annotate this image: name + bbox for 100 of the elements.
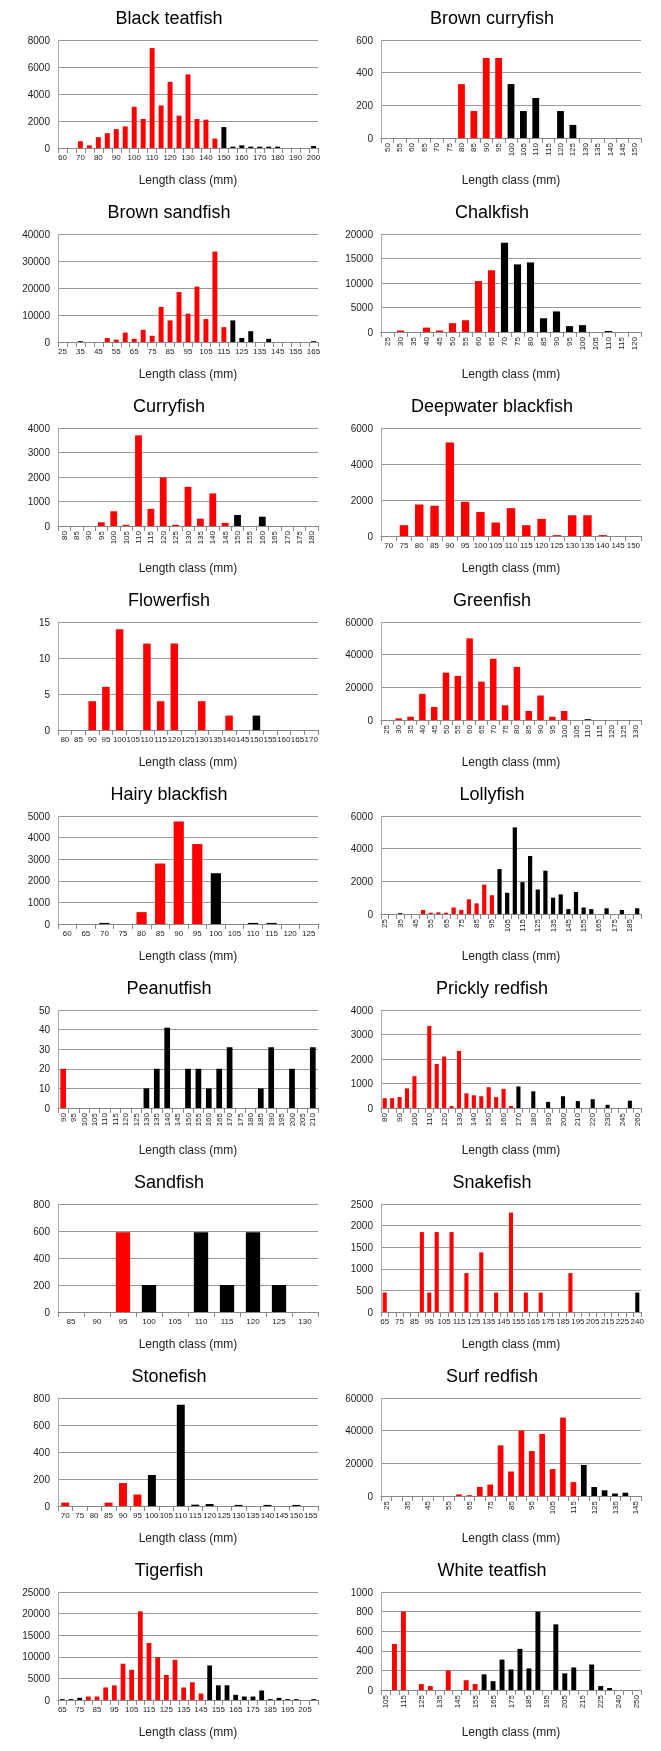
bar (508, 1471, 514, 1496)
bar (505, 892, 510, 914)
x-tick-label: 105 (124, 1704, 139, 1714)
bar (203, 319, 209, 342)
x-tick-label: 85 (409, 1316, 420, 1326)
bar (88, 701, 96, 730)
x-tick-label: 75 (147, 346, 158, 356)
y-tick-label: 1000 (350, 1078, 374, 1089)
bar (212, 138, 218, 148)
x-tick-label: 80 (526, 336, 535, 346)
x-tick-label: 80 (456, 142, 466, 152)
y-tick-label: 20000 (22, 282, 51, 294)
y-tick-label: 2000 (350, 875, 374, 887)
x-tick-label: 225 (615, 1316, 630, 1326)
y-tick-label: 5000 (350, 302, 374, 313)
x-tick-label: 125 (568, 142, 578, 157)
bar (528, 1451, 535, 1496)
y-tick-label: 400 (33, 1446, 51, 1458)
chart-title: Hairy blackfish (110, 784, 228, 804)
x-tick-label: 105 (89, 1112, 99, 1127)
bar (205, 1503, 214, 1506)
x-tick-label: 115 (568, 1500, 578, 1514)
x-axis-title: Length class (mm) (461, 367, 561, 381)
x-tick-label: 150 (630, 142, 640, 157)
x-tick-label: 95 (183, 346, 193, 356)
y-tick-label: 400 (356, 67, 374, 79)
x-tick-label: 65 (441, 918, 451, 928)
x-tick-label: 70 (99, 928, 110, 938)
bar (519, 111, 527, 138)
x-tick-label: 170 (253, 152, 267, 162)
bar (571, 1667, 577, 1690)
bar (476, 1487, 483, 1496)
x-tick-label: 65 (419, 142, 429, 152)
y-tick-label: 25000 (22, 1586, 51, 1598)
bar (241, 1696, 247, 1700)
bar (176, 1404, 185, 1506)
x-axis-title: Length class (mm) (461, 1337, 561, 1351)
x-tick-label: 145 (452, 1694, 462, 1709)
bar (601, 1490, 608, 1496)
x-tick-label: 190 (288, 152, 303, 162)
y-tick-label: 10000 (22, 309, 51, 321)
x-tick-label: 150 (626, 540, 641, 550)
x-tick-label: 175 (246, 1704, 261, 1714)
y-tick-label: 0 (44, 142, 51, 154)
bar (558, 894, 563, 914)
x-tick-label: 145 (173, 1112, 183, 1127)
bar (430, 505, 439, 536)
bar (481, 1674, 487, 1690)
bar (568, 1273, 573, 1312)
bar (104, 337, 110, 342)
y-tick-label: 0 (44, 520, 51, 532)
x-tick-label: 145 (631, 1500, 641, 1515)
bar (523, 1292, 528, 1312)
bar (461, 320, 470, 332)
bar (400, 1611, 406, 1690)
bar (210, 873, 221, 924)
x-tick-label: 70 (488, 724, 498, 734)
x-tick-label: 65 (380, 1316, 390, 1326)
x-tick-label: 115 (452, 1316, 466, 1326)
x-tick-label: 145 (617, 142, 627, 157)
bar (528, 856, 533, 914)
x-tick-label: 45 (410, 918, 420, 928)
x-tick-label: 205 (586, 1316, 600, 1326)
x-tick-label: 60 (62, 928, 73, 938)
bar (565, 326, 574, 332)
x-tick-label: 165 (488, 1694, 498, 1709)
bar (225, 715, 233, 730)
bar (486, 1087, 491, 1108)
chart-title: Greenfish (452, 590, 532, 610)
x-tick-label: 115 (142, 1704, 156, 1714)
x-tick-label: 175 (506, 1694, 516, 1709)
bar (239, 337, 245, 342)
x-tick-label: 85 (66, 1316, 76, 1326)
x-tick-label: 125 (550, 540, 565, 550)
x-tick-label: 95 (132, 1510, 143, 1520)
bar (508, 1212, 514, 1312)
x-tick-label: 120 (606, 724, 616, 739)
y-tick-label: 1500 (350, 1241, 374, 1253)
bar (189, 1682, 195, 1700)
x-axis-title: Length class (mm) (138, 561, 238, 575)
x-tick-label: 70 (60, 1510, 71, 1520)
x-tick-label: 135 (176, 1704, 191, 1714)
y-tick-label: 0 (44, 336, 51, 348)
x-tick-label: 100 (578, 336, 587, 351)
x-tick-label: 135 (482, 1316, 496, 1326)
x-tick-label: 125 (159, 1704, 174, 1714)
x-tick-label: 155 (511, 1316, 526, 1326)
x-tick-label: 165 (228, 1704, 243, 1714)
bar (104, 133, 110, 148)
bar (456, 1050, 462, 1108)
x-tick-label: 245 (617, 1112, 627, 1127)
bar (155, 863, 166, 924)
x-tick-label: 90 (118, 1510, 128, 1520)
bar (464, 1273, 469, 1312)
bar (604, 908, 609, 914)
bar (147, 1474, 156, 1506)
bar (445, 1670, 451, 1690)
bar (560, 1417, 566, 1496)
x-tick-label: 175 (541, 1316, 556, 1326)
x-tick-label: 90 (445, 540, 455, 550)
